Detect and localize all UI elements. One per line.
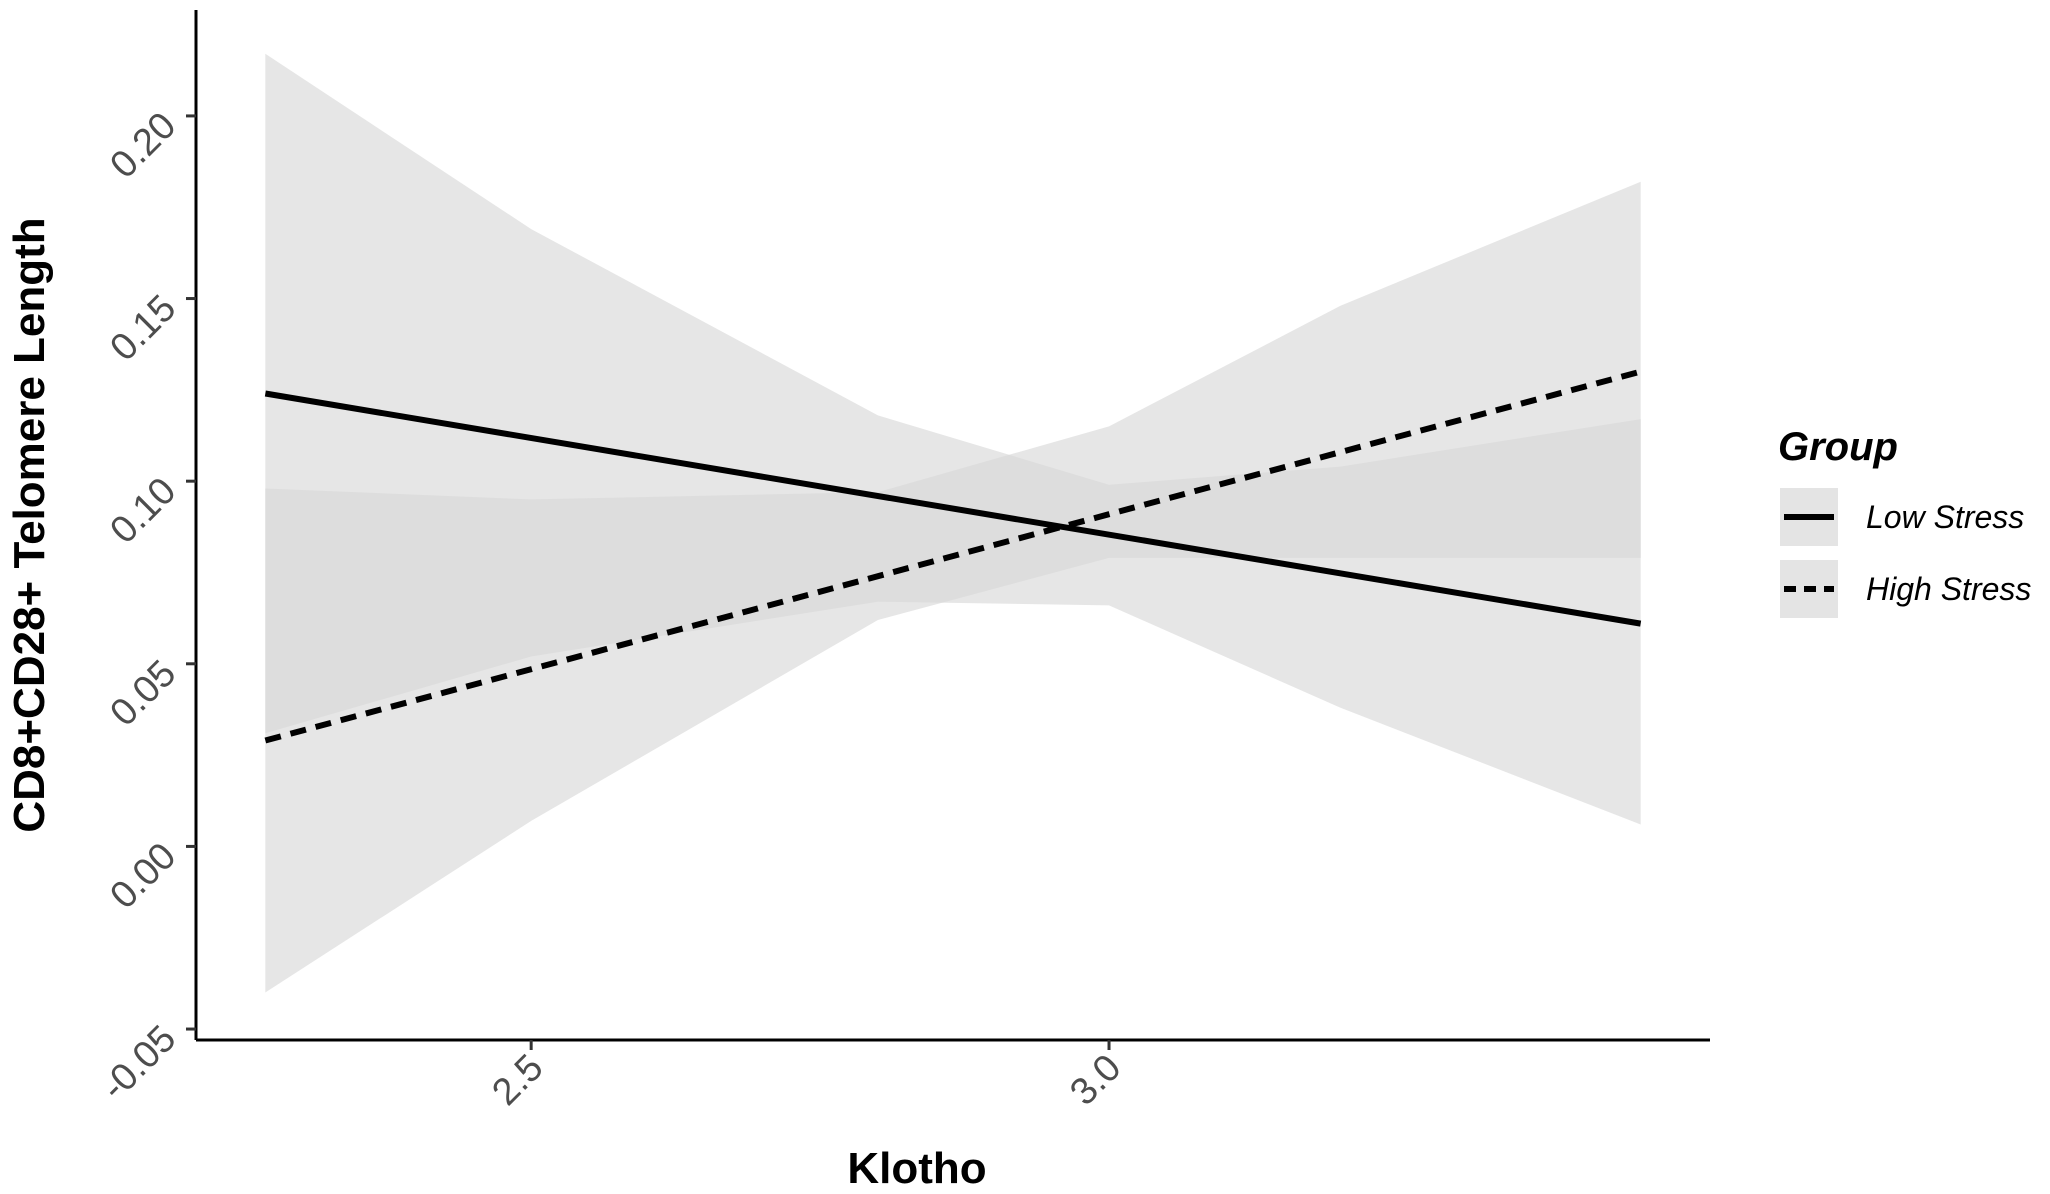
y-tick-label: 0.15	[102, 287, 184, 369]
legend-label-high-stress: High Stress	[1866, 571, 2031, 607]
series-line-low-stress	[264, 390, 1642, 627]
y-tick-label: 0.05	[102, 652, 184, 734]
y-tick-label: 0.10	[102, 470, 184, 552]
ci-band-high-stress	[265, 181, 1641, 993]
x-axis-title: Klotho	[847, 1144, 986, 1193]
y-tick-label: 0.00	[102, 835, 184, 917]
x-tick-label: 3.0	[1062, 1047, 1129, 1114]
legend: Group Low Stress High Stress	[1778, 425, 2031, 618]
y-ticks: -0.05 0.00 0.05 0.10 0.15 0.20	[93, 105, 196, 1109]
y-axis-title: CD8+CD28+ Telomere Length	[5, 217, 54, 832]
axes	[194, 10, 1710, 1042]
regression-lines	[264, 368, 1642, 744]
legend-title: Group	[1778, 425, 1898, 469]
legend-label-low-stress: Low Stress	[1866, 499, 2024, 535]
y-tick-label: 0.20	[102, 105, 184, 187]
y-tick-label: -0.05	[93, 1018, 184, 1109]
x-ticks: 2.5 3.0	[484, 1040, 1129, 1114]
x-tick-label: 2.5	[484, 1047, 551, 1114]
series-line-high-stress	[264, 368, 1642, 744]
confidence-bands	[265, 53, 1641, 993]
